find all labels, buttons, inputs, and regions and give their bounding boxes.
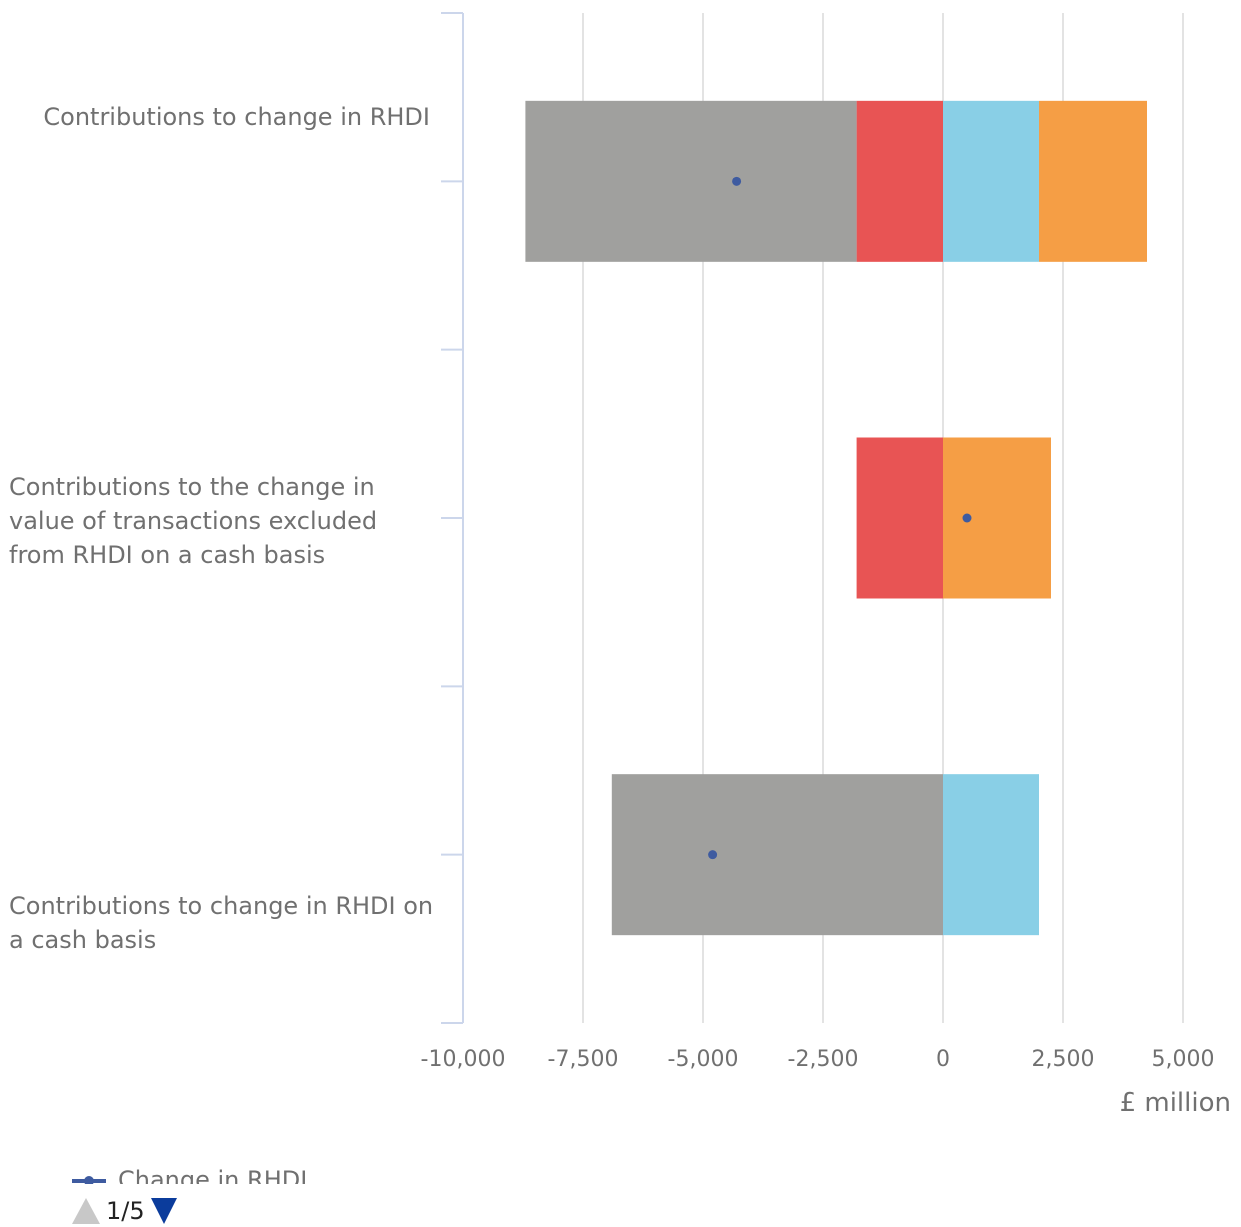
pager-text: 1/5	[106, 1197, 145, 1225]
x-axis-ticks: -10,000 -7,500 -5,000 -2,500 0 2,500 5,000	[421, 1047, 1215, 1072]
x-tick-label: -5,000	[668, 1047, 739, 1072]
marker-point	[708, 850, 718, 860]
legend-line-marker-icon	[70, 1168, 108, 1184]
category-label-excluded-transactions: Contributions to the change in value of …	[9, 473, 378, 569]
legend-item-change-in-rhdi[interactable]: Change in RHDI	[70, 1166, 307, 1184]
bar-segment	[611, 774, 943, 936]
bar-segment	[943, 100, 1039, 262]
markers	[708, 176, 972, 860]
category-label-cash-basis: Contributions to change in RHDI on a cas…	[9, 892, 434, 954]
x-tick-label: 0	[936, 1047, 950, 1072]
bar-segment	[525, 100, 857, 262]
x-tick-label: 5,000	[1152, 1047, 1215, 1072]
marker-point	[962, 513, 972, 523]
bar-segment	[856, 100, 943, 262]
bar-segment	[943, 437, 1051, 599]
x-tick-label: -10,000	[421, 1047, 506, 1072]
pager-up-arrow-icon[interactable]	[72, 1198, 100, 1224]
bars	[525, 100, 1147, 936]
bar-segment	[943, 774, 1039, 936]
bar-segment	[856, 437, 943, 599]
x-axis-unit-label: £ million	[1119, 1088, 1231, 1118]
bar-segment	[1039, 100, 1147, 262]
x-tick-label: -2,500	[788, 1047, 859, 1072]
legend-label: Change in RHDI	[118, 1166, 308, 1184]
legend: Change in RHDI	[70, 1162, 470, 1184]
legend-pager: 1/5	[72, 1196, 177, 1226]
category-label-rhdi: Contributions to change in RHDI	[43, 103, 430, 131]
pager-down-arrow-icon[interactable]	[150, 1198, 177, 1224]
x-tick-label: 2,500	[1032, 1047, 1095, 1072]
category-axis	[441, 12, 464, 1024]
marker-point	[732, 176, 742, 186]
x-tick-label: -7,500	[548, 1047, 619, 1072]
